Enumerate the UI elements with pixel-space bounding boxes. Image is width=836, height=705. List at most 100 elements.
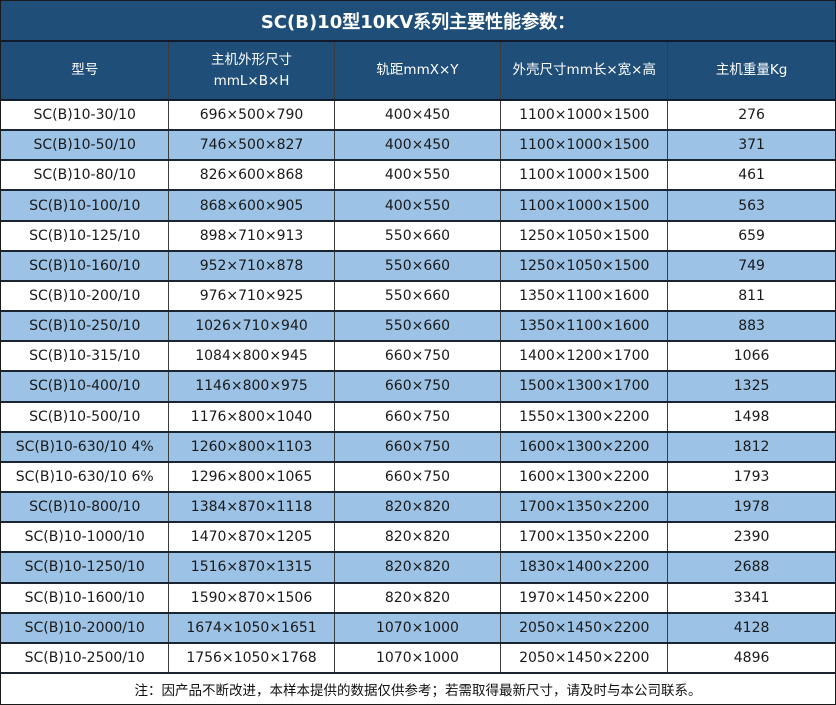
table-row: SC(B)10-1600/10 1590×870×1506 820×820 19… bbox=[1, 583, 835, 614]
cell-weight: 3341 bbox=[733, 589, 770, 606]
cell-weight: 811 bbox=[738, 288, 765, 305]
cell-dimensions: 1674×1050×1651 bbox=[169, 613, 335, 642]
cell-shell-size: 1700×1350×2200 bbox=[501, 523, 669, 552]
cell-model: SC(B)10-2500/10 bbox=[1, 643, 170, 672]
cell-model: SC(B)10-400/10 bbox=[1, 372, 170, 401]
cell-model: SC(B)10-80/10 bbox=[1, 161, 170, 190]
cell-weight: 563 bbox=[738, 197, 765, 214]
table-row: SC(B)10-30/10 696×500×790 400×450 1100×1… bbox=[1, 101, 835, 132]
table-row: SC(B)10-1250/10 1516×870×1315 820×820 18… bbox=[1, 553, 835, 584]
cell-rail-gauge: 550×660 bbox=[335, 312, 502, 341]
cell-shell-size: 1100×1000×1500 bbox=[501, 131, 669, 160]
cell-weight: 883 bbox=[738, 318, 765, 335]
cell-rail-gauge: 820×820 bbox=[335, 553, 502, 582]
cell-shell-size: 1700×1350×2200 bbox=[501, 493, 669, 522]
cell-shell-size: 2050×1450×2200 bbox=[501, 643, 669, 672]
cell-dimensions: 826×600×868 bbox=[169, 161, 335, 190]
header-model: 型号 bbox=[1, 42, 170, 99]
cell-rail-gauge: 820×820 bbox=[335, 583, 502, 612]
cell-weight: 749 bbox=[738, 257, 765, 274]
cell-dimensions: 1516×870×1315 bbox=[169, 553, 335, 582]
cell-weight: 461 bbox=[738, 167, 765, 184]
cell-model: SC(B)10-125/10 bbox=[1, 221, 170, 250]
cell-model: SC(B)10-800/10 bbox=[1, 493, 170, 522]
cell-dimensions: 868×600×905 bbox=[169, 191, 335, 220]
cell-model: SC(B)10-630/10 4% bbox=[1, 432, 170, 461]
table-header: 型号 主机外形尺寸 mmL×B×H 轨距mmX×Y 外壳尺寸mm长×宽×高 主机… bbox=[1, 42, 835, 101]
table-row: SC(B)10-125/10 898×710×913 550×660 1250×… bbox=[1, 221, 835, 252]
cell-rail-gauge: 660×750 bbox=[335, 462, 502, 492]
cell-weight: 1978 bbox=[733, 499, 770, 516]
table-row: SC(B)10-1000/10 1470×870×1205 820×820 17… bbox=[1, 523, 835, 554]
cell-rail-gauge: 400×550 bbox=[335, 161, 502, 190]
cell-model: SC(B)10-630/10 6% bbox=[1, 462, 170, 492]
cell-dimensions: 1590×870×1506 bbox=[169, 583, 335, 612]
cell-rail-gauge: 1070×1000 bbox=[335, 613, 502, 642]
cell-dimensions: 1296×800×1065 bbox=[169, 462, 335, 492]
cell-dimensions: 1470×870×1205 bbox=[169, 523, 335, 552]
table-row: SC(B)10-80/10 826×600×868 400×550 1100×1… bbox=[1, 161, 835, 192]
cell-model: SC(B)10-160/10 bbox=[1, 251, 170, 280]
cell-shell-size: 1350×1100×1600 bbox=[501, 312, 669, 341]
cell-shell-size: 1970×1450×2200 bbox=[501, 583, 669, 612]
cell-dimensions: 1756×1050×1768 bbox=[169, 643, 335, 672]
table-title: SC(B)10型10KV系列主要性能参数： bbox=[1, 1, 835, 42]
cell-dimensions: 1176×800×1040 bbox=[169, 402, 335, 431]
footer-note: 注：因产品不断改进，本样本提供的数据仅供参考；若需取得最新尺寸，请及时与本公司联… bbox=[1, 674, 835, 704]
cell-model: SC(B)10-50/10 bbox=[1, 131, 170, 160]
header-weight: 主机重量Kg bbox=[715, 62, 788, 79]
header-dimensions-line2: mmL×B×H bbox=[213, 72, 290, 89]
cell-dimensions: 1084×800×945 bbox=[169, 342, 335, 371]
cell-dimensions: 898×710×913 bbox=[169, 221, 335, 250]
table-row: SC(B)10-100/10 868×600×905 400×550 1100×… bbox=[1, 191, 835, 222]
cell-dimensions: 1260×800×1103 bbox=[169, 432, 335, 461]
cell-dimensions: 952×710×878 bbox=[169, 251, 335, 280]
cell-rail-gauge: 400×550 bbox=[335, 191, 502, 220]
cell-model: SC(B)10-1000/10 bbox=[1, 523, 170, 552]
cell-shell-size: 1250×1050×1500 bbox=[501, 251, 669, 280]
cell-weight: 4896 bbox=[733, 649, 770, 666]
cell-shell-size: 1350×1100×1600 bbox=[501, 281, 669, 311]
table-row: SC(B)10-500/10 1176×800×1040 660×750 155… bbox=[1, 402, 835, 433]
cell-model: SC(B)10-315/10 bbox=[1, 342, 170, 371]
cell-weight: 1793 bbox=[733, 468, 770, 485]
cell-rail-gauge: 660×750 bbox=[335, 372, 502, 401]
header-dimensions: 主机外形尺寸 mmL×B×H bbox=[169, 42, 335, 99]
header-dimensions-line1: 主机外形尺寸 bbox=[211, 51, 293, 68]
table-row: SC(B)10-200/10 976×710×925 550×660 1350×… bbox=[1, 281, 835, 313]
table-row: SC(B)10-160/10 952×710×878 550×660 1250×… bbox=[1, 251, 835, 282]
cell-weight: 276 bbox=[738, 107, 765, 124]
cell-rail-gauge: 400×450 bbox=[335, 131, 502, 160]
cell-shell-size: 1550×1300×2200 bbox=[501, 402, 669, 431]
cell-shell-size: 1100×1000×1500 bbox=[501, 101, 669, 130]
cell-model: SC(B)10-200/10 bbox=[1, 281, 170, 311]
table-row: SC(B)10-630/10 4% 1260×800×1103 660×750 … bbox=[1, 432, 835, 463]
cell-weight: 4128 bbox=[733, 619, 770, 636]
cell-model: SC(B)10-30/10 bbox=[1, 101, 170, 130]
cell-shell-size: 1100×1000×1500 bbox=[501, 161, 669, 190]
cell-rail-gauge: 660×750 bbox=[335, 402, 502, 431]
table-row: SC(B)10-400/10 1146×800×975 660×750 1500… bbox=[1, 372, 835, 403]
table-row: SC(B)10-2000/10 1674×1050×1651 1070×1000… bbox=[1, 613, 835, 644]
cell-rail-gauge: 550×660 bbox=[335, 251, 502, 280]
table-row: SC(B)10-2500/10 1756×1050×1768 1070×1000… bbox=[1, 643, 835, 674]
table-row: SC(B)10-800/10 1384×870×1118 820×820 170… bbox=[1, 493, 835, 524]
cell-weight: 1066 bbox=[733, 348, 770, 365]
table-row: SC(B)10-630/10 6% 1296×800×1065 660×750 … bbox=[1, 462, 835, 494]
cell-weight: 2688 bbox=[733, 559, 770, 576]
cell-rail-gauge: 550×660 bbox=[335, 221, 502, 250]
cell-model: SC(B)10-250/10 bbox=[1, 312, 170, 341]
cell-rail-gauge: 820×820 bbox=[335, 523, 502, 552]
cell-weight: 2390 bbox=[733, 529, 770, 546]
cell-shell-size: 1830×1400×2200 bbox=[501, 553, 669, 582]
cell-dimensions: 1026×710×940 bbox=[169, 312, 335, 341]
cell-rail-gauge: 400×450 bbox=[335, 101, 502, 130]
cell-weight: 1812 bbox=[733, 438, 770, 455]
cell-model: SC(B)10-2000/10 bbox=[1, 613, 170, 642]
cell-weight: 1325 bbox=[733, 378, 770, 395]
cell-rail-gauge: 820×820 bbox=[335, 493, 502, 522]
table-body: SC(B)10-30/10 696×500×790 400×450 1100×1… bbox=[1, 101, 835, 674]
cell-dimensions: 976×710×925 bbox=[169, 281, 335, 311]
cell-dimensions: 1146×800×975 bbox=[169, 372, 335, 401]
